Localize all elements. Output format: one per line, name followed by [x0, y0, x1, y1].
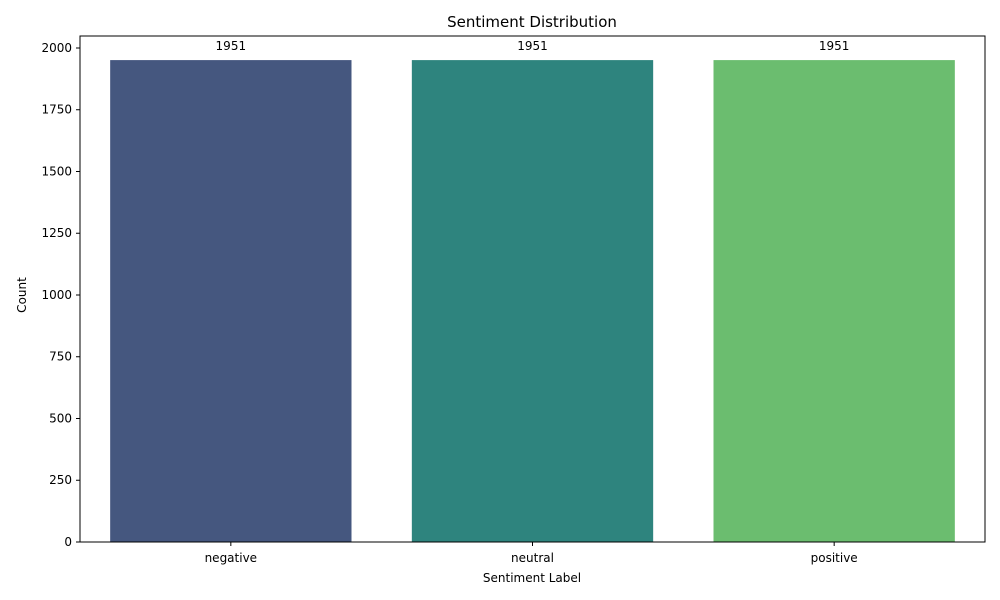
- y-axis-label: Count: [15, 277, 29, 313]
- y-tick-label-1250: 1250: [41, 226, 72, 240]
- y-tick-label-750: 750: [49, 350, 72, 364]
- data-label-positive: 1951: [819, 39, 850, 53]
- x-axis-ticks: negative neutral positive: [205, 542, 858, 565]
- data-label-neutral: 1951: [517, 39, 548, 53]
- x-tick-label-neutral: neutral: [511, 551, 554, 565]
- bars-group: [110, 60, 955, 542]
- y-tick-label-500: 500: [49, 411, 72, 425]
- chart-title: Sentiment Distribution: [447, 13, 617, 31]
- x-axis-label: Sentiment Label: [483, 571, 581, 585]
- y-tick-label-0: 0: [64, 535, 72, 549]
- x-tick-label-positive: positive: [811, 551, 858, 565]
- y-axis-ticks: 0 250 500 750 1000 1250 1500 1750 2000: [41, 41, 80, 549]
- x-tick-label-negative: negative: [205, 551, 257, 565]
- bar-negative: [110, 60, 352, 542]
- y-tick-label-1750: 1750: [41, 103, 72, 117]
- data-labels-group: 1951 1951 1951: [216, 39, 850, 53]
- y-tick-label-1000: 1000: [41, 288, 72, 302]
- y-tick-label-250: 250: [49, 473, 72, 487]
- y-tick-label-1500: 1500: [41, 164, 72, 178]
- y-tick-label-2000: 2000: [41, 41, 72, 55]
- bar-positive: [713, 60, 955, 542]
- bar-neutral: [411, 60, 654, 542]
- data-label-negative: 1951: [216, 39, 247, 53]
- plot-frame: [79, 35, 986, 543]
